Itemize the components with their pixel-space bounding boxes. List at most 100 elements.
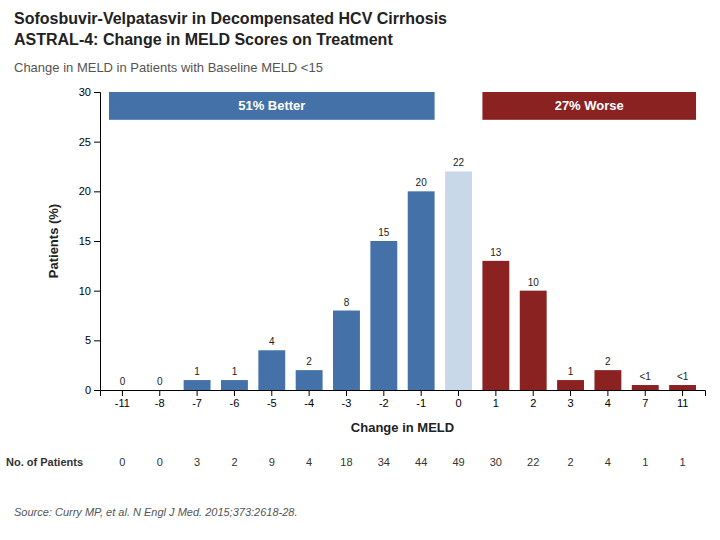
x-tick-label: -8 <box>155 397 165 409</box>
x-tick: -5 <box>267 390 277 409</box>
bar <box>333 311 360 390</box>
x-tick-mark <box>645 390 646 396</box>
y-tick-label: 10 <box>79 285 91 297</box>
data-label: 0 <box>157 376 163 387</box>
x-tick-label: -7 <box>192 397 202 409</box>
patients-count: 22 <box>527 456 539 468</box>
bar <box>669 385 696 390</box>
x-tick: 3 <box>567 390 573 409</box>
y-tick-label: 20 <box>79 185 91 197</box>
x-tick-mark <box>533 390 534 396</box>
x-tick-mark <box>570 390 571 396</box>
y-tick-label: 30 <box>79 86 91 98</box>
patients-row: 0032941834444930222411 <box>119 456 685 468</box>
x-tick-label: 0 <box>455 397 461 409</box>
x-tick-mark <box>495 390 496 396</box>
y-tick-mark <box>94 241 100 242</box>
data-label: 22 <box>453 157 465 168</box>
y-tick-label: 0 <box>85 384 91 396</box>
patients-count: 0 <box>157 456 163 468</box>
patients-count: 34 <box>378 456 390 468</box>
data-label: 15 <box>378 227 390 238</box>
patients-count: 2 <box>231 456 237 468</box>
x-tick-mark <box>197 390 198 396</box>
banner-label: 27% Worse <box>555 98 624 113</box>
bar <box>632 385 659 390</box>
patients-count: 44 <box>415 456 427 468</box>
y-tick-mark <box>94 340 100 341</box>
y-axis: 051015202530 <box>79 86 101 396</box>
x-tick-mark <box>271 390 272 396</box>
subtitle: Change in MELD in Patients with Baseline… <box>14 60 323 75</box>
x-tick-label: -6 <box>230 397 240 409</box>
patients-count: 9 <box>269 456 275 468</box>
x-tick: -7 <box>192 390 202 409</box>
x-tick: -1 <box>416 390 426 409</box>
patients-count: 2 <box>567 456 573 468</box>
x-tick-label: -4 <box>304 397 314 409</box>
x-tick-mark <box>122 390 123 396</box>
x-tick-label: 3 <box>567 397 573 409</box>
bar <box>482 261 509 390</box>
y-axis-line <box>94 93 101 391</box>
bar <box>557 380 584 390</box>
data-label: 8 <box>344 297 350 308</box>
x-tick-label: 2 <box>530 397 536 409</box>
patients-count: 30 <box>490 456 502 468</box>
y-tick: 5 <box>85 334 100 346</box>
banner-label: 51% Better <box>238 98 305 113</box>
bar <box>184 380 211 390</box>
y-tick-mark <box>94 291 100 292</box>
patients-count: 1 <box>642 456 648 468</box>
bar <box>445 171 472 390</box>
data-label: <1 <box>677 371 689 382</box>
data-label: 1 <box>194 366 200 377</box>
x-tick-mark <box>309 390 310 396</box>
x-tick: 1 <box>493 390 499 409</box>
x-tick-label: -3 <box>342 397 352 409</box>
data-label: 1 <box>232 366 238 377</box>
x-tick: -6 <box>230 390 240 409</box>
bar <box>370 241 397 390</box>
y-tick-label: 5 <box>85 334 91 346</box>
title: ASTRAL-4: Change in MELD Scores on Treat… <box>14 31 393 48</box>
data-label: 1 <box>568 366 574 377</box>
chart: Sofosbuvir-Velpatasvir in Decompensated … <box>0 0 720 540</box>
x-axis-title: Change in MELD <box>351 420 454 435</box>
y-tick-mark <box>94 142 100 143</box>
x-tick: -11 <box>115 390 130 409</box>
bar <box>258 350 285 390</box>
x-tick-label: -5 <box>267 397 277 409</box>
patients-label: No. of Patients <box>6 456 83 468</box>
x-tick-mark <box>383 390 384 396</box>
x-tick-mark <box>458 390 459 396</box>
x-tick-mark <box>682 390 683 396</box>
bar <box>408 191 435 390</box>
bar <box>520 291 547 390</box>
y-tick: 0 <box>85 384 100 396</box>
y-axis-title: Patients (%) <box>46 204 61 278</box>
y-tick-mark <box>94 92 100 93</box>
x-tick: -2 <box>379 390 389 409</box>
bar <box>296 370 323 390</box>
y-tick-label: 15 <box>79 235 91 247</box>
x-tick-label: 11 <box>677 397 688 409</box>
x-tick-label: 7 <box>642 397 648 409</box>
x-tick-mark <box>607 390 608 396</box>
x-tick-mark <box>421 390 422 396</box>
patients-count: 4 <box>306 456 312 468</box>
y-tick-mark <box>94 390 100 391</box>
x-axis: -11-8-7-6-5-4-3-2-101234711 <box>101 390 706 409</box>
x-tick-mark <box>159 390 160 396</box>
y-tick: 30 <box>79 86 100 98</box>
bar <box>146 390 173 391</box>
x-tick-label: -1 <box>416 397 426 409</box>
data-labels: 0011428152022131012<1<1 <box>120 157 689 387</box>
source: Source: Curry MP, et al. N Engl J Med. 2… <box>14 506 298 518</box>
x-tick-label: -2 <box>379 397 389 409</box>
x-tick-label: 1 <box>493 397 499 409</box>
x-axis-line <box>101 391 706 397</box>
banner <box>109 92 435 120</box>
x-tick: 2 <box>530 390 536 409</box>
x-tick: -3 <box>342 390 352 409</box>
